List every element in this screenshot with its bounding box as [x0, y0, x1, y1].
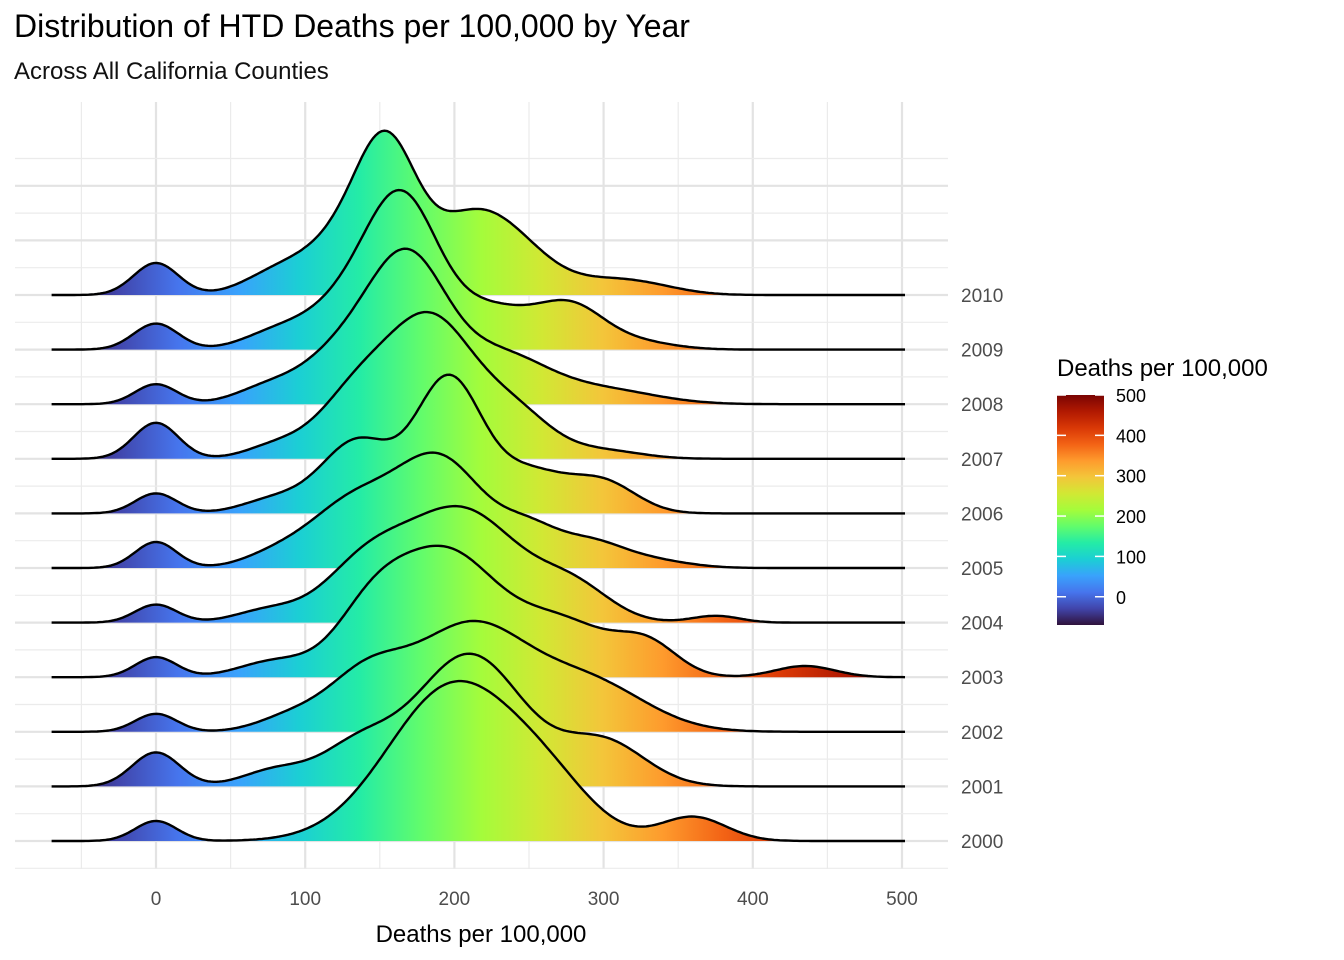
legend-title: Deaths per 100,000: [1057, 355, 1268, 382]
y-tick-label: 2002: [961, 723, 1003, 744]
x-tick-label: 300: [588, 889, 620, 910]
ridge-fill-2006: [51, 374, 906, 514]
ridge-line-2000: [51, 679, 905, 843]
y-tick-label: 2003: [961, 668, 1003, 689]
ridge-line-2010: [51, 129, 905, 297]
x-tick-label: 400: [737, 889, 769, 910]
y-axis: 2000 2001 2002 2003 2004 2005 2006 2007 2008 2009…: [961, 286, 1004, 853]
y-tick-label: 2009: [961, 341, 1003, 362]
y-tick-label: 2008: [961, 395, 1003, 416]
chart-title: Distribution of HTD Deaths per 100,000 b…: [14, 8, 690, 44]
ridge-line-2007: [51, 310, 905, 460]
x-tick-label: 200: [439, 889, 471, 910]
ridge-fill-2009: [51, 190, 906, 350]
ridges: [51, 129, 906, 843]
ridge-fill-2000: [51, 681, 906, 841]
x-axis: 0 100 200 300 400 500: [151, 889, 918, 910]
y-tick-label: 2007: [961, 450, 1003, 471]
ridge-line-2005: [51, 451, 905, 570]
x-tick-label: 100: [289, 889, 321, 910]
ridge-fill-2003: [51, 545, 906, 678]
y-tick-label: 2005: [961, 559, 1003, 580]
legend: Deaths per 100,000 0 100 200 300 400 500: [1057, 355, 1268, 625]
y-tick-label: 2006: [961, 504, 1003, 525]
ridge-fill-2010: [51, 130, 906, 295]
ridge-line-2004: [51, 504, 905, 624]
legend-label: 300: [1116, 467, 1146, 487]
y-tick-label: 2010: [961, 286, 1003, 307]
colorbar: [1057, 395, 1104, 625]
legend-label: 100: [1116, 547, 1146, 567]
ridge-line-2003: [51, 544, 906, 679]
ridge-line-2001: [51, 652, 905, 788]
y-tick-label: 2001: [961, 777, 1003, 798]
x-axis-title: Deaths per 100,000: [376, 921, 587, 948]
ridge-line-2008: [51, 247, 905, 406]
y-tick-label: 2004: [961, 614, 1004, 635]
ridge-line-2002: [51, 619, 905, 733]
legend-label: 400: [1116, 426, 1146, 446]
legend-label: 200: [1116, 507, 1146, 527]
legend-label: 500: [1116, 386, 1146, 406]
ridge-fill-2005: [51, 452, 906, 568]
ridge-line-2009: [51, 188, 905, 351]
x-tick-label: 500: [886, 889, 918, 910]
y-tick-label: 2000: [961, 832, 1003, 853]
ridge-fill-2007: [51, 312, 906, 459]
x-tick-label: 0: [151, 889, 162, 910]
ridge-line-2006: [51, 373, 905, 515]
chart-subtitle: Across All California Counties: [14, 58, 329, 85]
legend-label: 0: [1116, 588, 1126, 608]
